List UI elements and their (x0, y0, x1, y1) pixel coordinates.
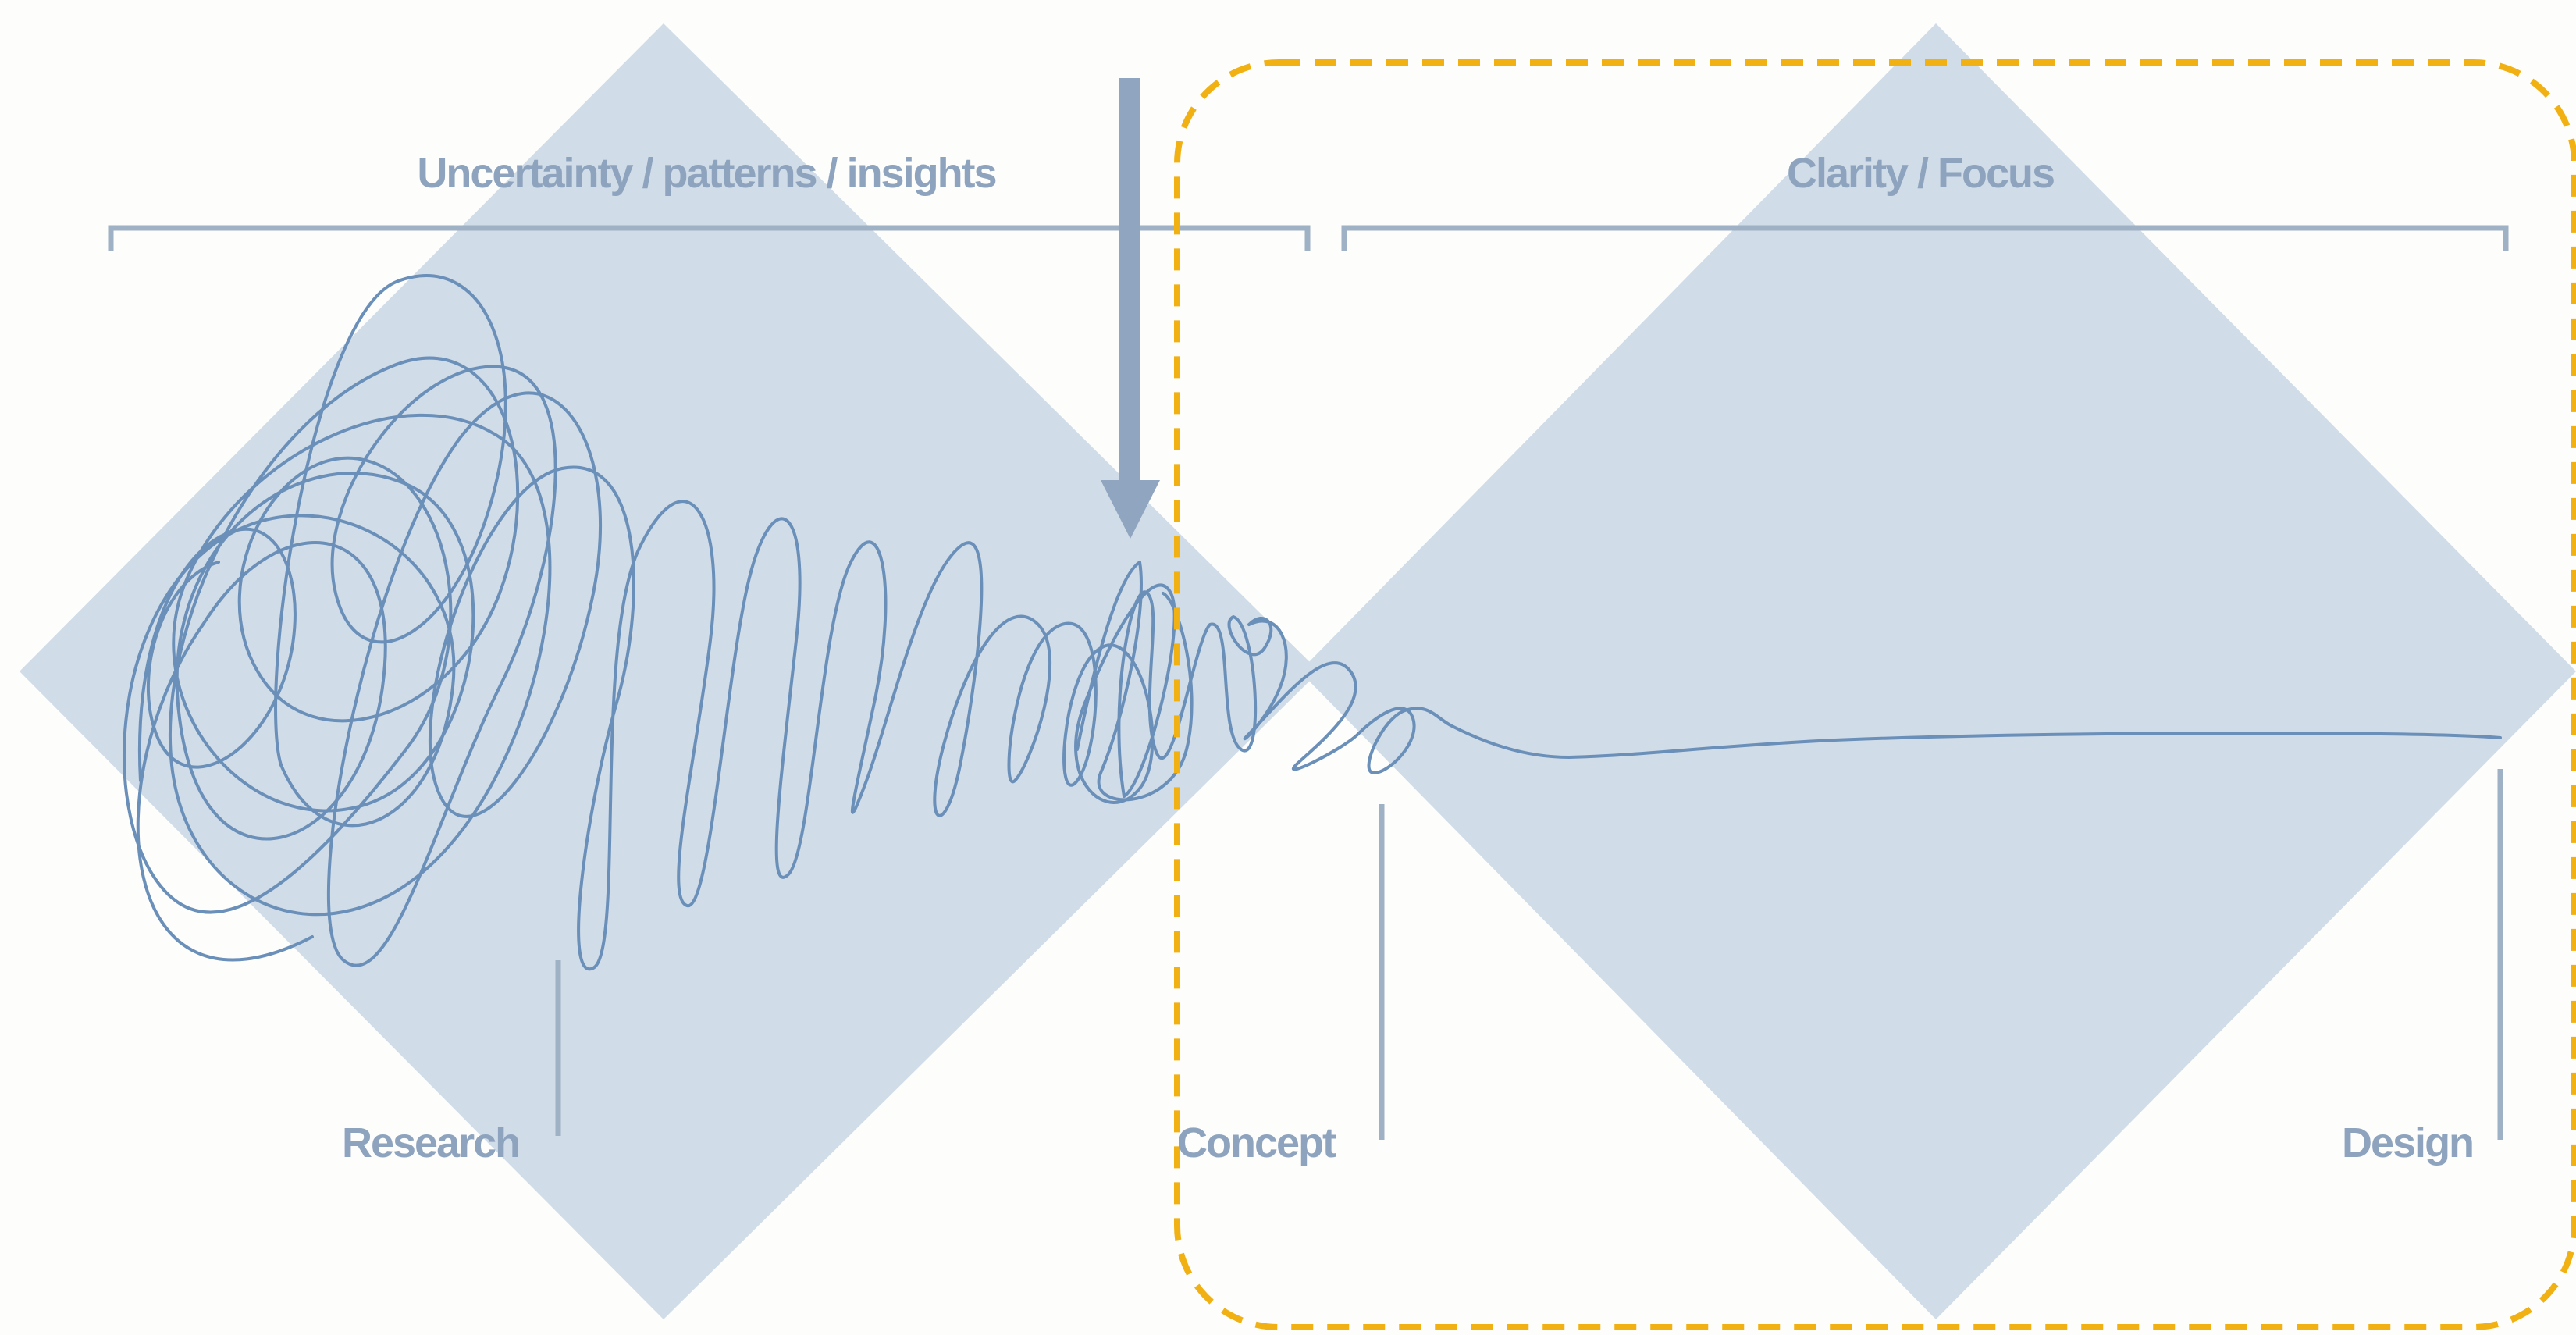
header-label-left: Uncertainty / patterns / insights (417, 150, 997, 197)
stage-label-research: Research (342, 1120, 521, 1166)
down-arrow-icon (1101, 78, 1160, 539)
left-bracket (108, 225, 1311, 251)
stage-label-concept: Concept (1177, 1120, 1336, 1166)
right-bracket (1341, 225, 2509, 251)
focus-highlight-frame (1174, 59, 2576, 1330)
stage-label-design: Design (2342, 1120, 2475, 1166)
right-diamond (1300, 23, 2576, 1319)
header-label-right: Clarity / Focus (1786, 150, 2055, 197)
process-squiggle (123, 274, 2502, 971)
